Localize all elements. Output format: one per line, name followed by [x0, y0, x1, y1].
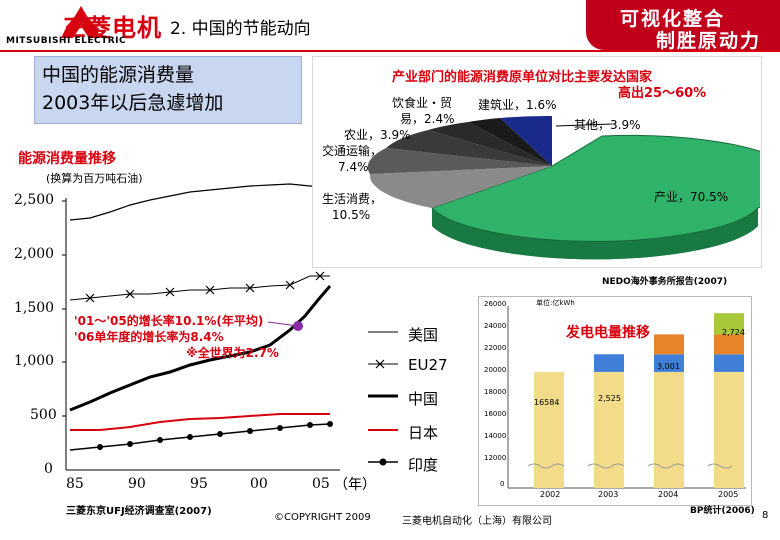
pie-label-other: 其他，3.9%	[574, 118, 641, 132]
legend-usa: 美国	[408, 326, 439, 344]
growth-point-marker	[293, 321, 303, 331]
slice-other	[500, 115, 552, 166]
bar-y-tick-20000: 20000	[484, 366, 507, 374]
bar-unit: 单位:亿kWh	[536, 299, 575, 307]
slide-title: 2. 中国的节能动向	[170, 19, 311, 39]
heading-box	[34, 56, 302, 124]
slogan-line-2: 制胜原动力	[656, 30, 762, 52]
legend-india: 印度	[408, 456, 439, 474]
series-china-line	[69, 285, 332, 412]
bar-y-tick-16000: 16000	[484, 410, 507, 418]
bar-value-2005: 2,724	[722, 328, 745, 337]
energy-trend-label: 能源消费量推移	[18, 151, 116, 167]
bar-value-2002: 16584	[534, 398, 560, 407]
bar-increment-2005-2	[714, 334, 744, 355]
bar-y-tick-22000: 22000	[484, 344, 507, 352]
slice-food-trade	[428, 122, 552, 166]
bar-increment-2003-1	[594, 354, 624, 372]
series-eu27-markers	[85, 271, 325, 303]
bar-y-tick-24000: 24000	[484, 322, 507, 330]
pie-title-line-2: 高出25～60%	[618, 86, 707, 101]
bar-increment-2004-1	[654, 354, 684, 372]
bar-x-2005: 2005	[718, 490, 739, 499]
slice-construction	[468, 118, 552, 166]
bar-value-2004: 2,525	[598, 394, 621, 403]
slice-living	[369, 166, 552, 208]
bar-y-tick-26000: 26000	[484, 300, 507, 308]
pie-title-line-1: 产业部门的能源消费原单位对比主要发达国家	[392, 70, 653, 85]
growth-note-1: '01～'05的增长率10.1%(年平均)	[74, 314, 264, 328]
power-generation-bars	[507, 306, 746, 489]
bar-base-2002	[534, 371, 564, 488]
pie-label-living-2: 10.5%	[332, 208, 371, 222]
x-tick-85: 85	[66, 476, 84, 492]
bar-increment-2004-2	[654, 334, 684, 355]
bar-increment-2005-1	[714, 354, 744, 372]
slice-industry	[431, 134, 760, 242]
bar-x-2003: 2003	[598, 490, 619, 499]
y-tick-1000: 1,000	[14, 353, 55, 369]
mitsubishi-logo-icon	[61, 6, 101, 38]
legend-china: 中国	[408, 390, 439, 408]
bar-y-tick-18000: 18000	[484, 388, 507, 396]
growth-note-2: '06单年度的增长率为8.4%	[74, 330, 224, 344]
y-tick-2000: 2,000	[14, 246, 55, 262]
page-number: 8	[762, 510, 769, 521]
x-tick-95: 95	[190, 476, 208, 492]
legend-eu27: EU27	[408, 356, 448, 374]
slice-agriculture	[386, 130, 552, 166]
slogan-banner	[586, 0, 780, 50]
x-tick-90: 90	[128, 476, 146, 492]
pie-label-food-1: 饮食业・贸	[392, 96, 453, 110]
logo-chinese-text: 三菱电机	[62, 14, 162, 42]
x-tick-00: 00	[250, 476, 268, 492]
series-india-line	[69, 423, 331, 451]
unit-note: (换算为百万吨石油)	[46, 172, 143, 185]
pie-label-transport-2: 7.4%	[338, 160, 369, 174]
slogan-line-1: 可视化整合	[620, 8, 726, 30]
source-ufj: 三菱东京UFJ经济调查室(2007)	[66, 506, 212, 517]
bar-increment-2005-3	[714, 313, 744, 335]
y-tick-500: 500	[30, 407, 57, 423]
growth-note-3: ※全世界为2.7%	[186, 346, 279, 360]
y-tick-2500: 2,500	[14, 192, 55, 208]
heading-line-2: 2003年以后急遽增加	[42, 92, 224, 114]
bar-x-2002: 2002	[540, 490, 561, 499]
y-tick-0: 0	[44, 461, 53, 477]
legend-japan: 日本	[408, 424, 439, 442]
x-tick-05: 05	[312, 476, 330, 492]
heading-line-1: 中国的能源消费量	[42, 64, 195, 86]
bar-y-tick-0: 0	[500, 480, 505, 488]
bar-y-tick-12000: 12000	[484, 454, 507, 462]
pie-label-construction: 建筑业，1.6%	[478, 98, 557, 112]
company-name: 三菱电机自动化（上海）有限公司	[402, 516, 552, 527]
pie-label-agriculture: 农业，3.9%	[344, 128, 411, 142]
series-japan-line	[70, 413, 330, 431]
source-bp: BP统计(2006)	[690, 506, 755, 516]
logo-english-text: MITSUBISHI ELECTRIC	[6, 36, 127, 46]
pie-label-industry: 产业，70.5%	[654, 190, 729, 204]
series-eu27-line	[69, 275, 330, 301]
slice-transport	[367, 148, 552, 174]
bar-y-tick-14000: 14000	[484, 432, 507, 440]
bar-x-2004: 2004	[658, 490, 679, 499]
pie-label-food-2: 易，2.4%	[400, 112, 455, 126]
y-tick-1500: 1,500	[14, 300, 55, 316]
series-usa-line	[69, 183, 330, 221]
series-india-markers	[97, 421, 333, 450]
copyright-text: ©COPYRIGHT 2009	[274, 512, 371, 523]
source-nedo: NEDO海外事务所报告(2007)	[602, 277, 728, 287]
bar-chart-title: 发电电量推移	[566, 325, 650, 341]
header-divider	[0, 50, 780, 52]
pie-label-transport-1: 交通运输，	[322, 144, 383, 158]
x-unit: （年）	[334, 477, 376, 493]
bar-base-2004	[654, 371, 684, 488]
bar-value-2003: 3,001	[657, 362, 680, 371]
sector-pie-chart	[367, 115, 760, 260]
bar-base-2005	[714, 371, 744, 488]
pie-label-living-1: 生活消费，	[322, 192, 383, 206]
bar-base-2003	[594, 371, 624, 488]
